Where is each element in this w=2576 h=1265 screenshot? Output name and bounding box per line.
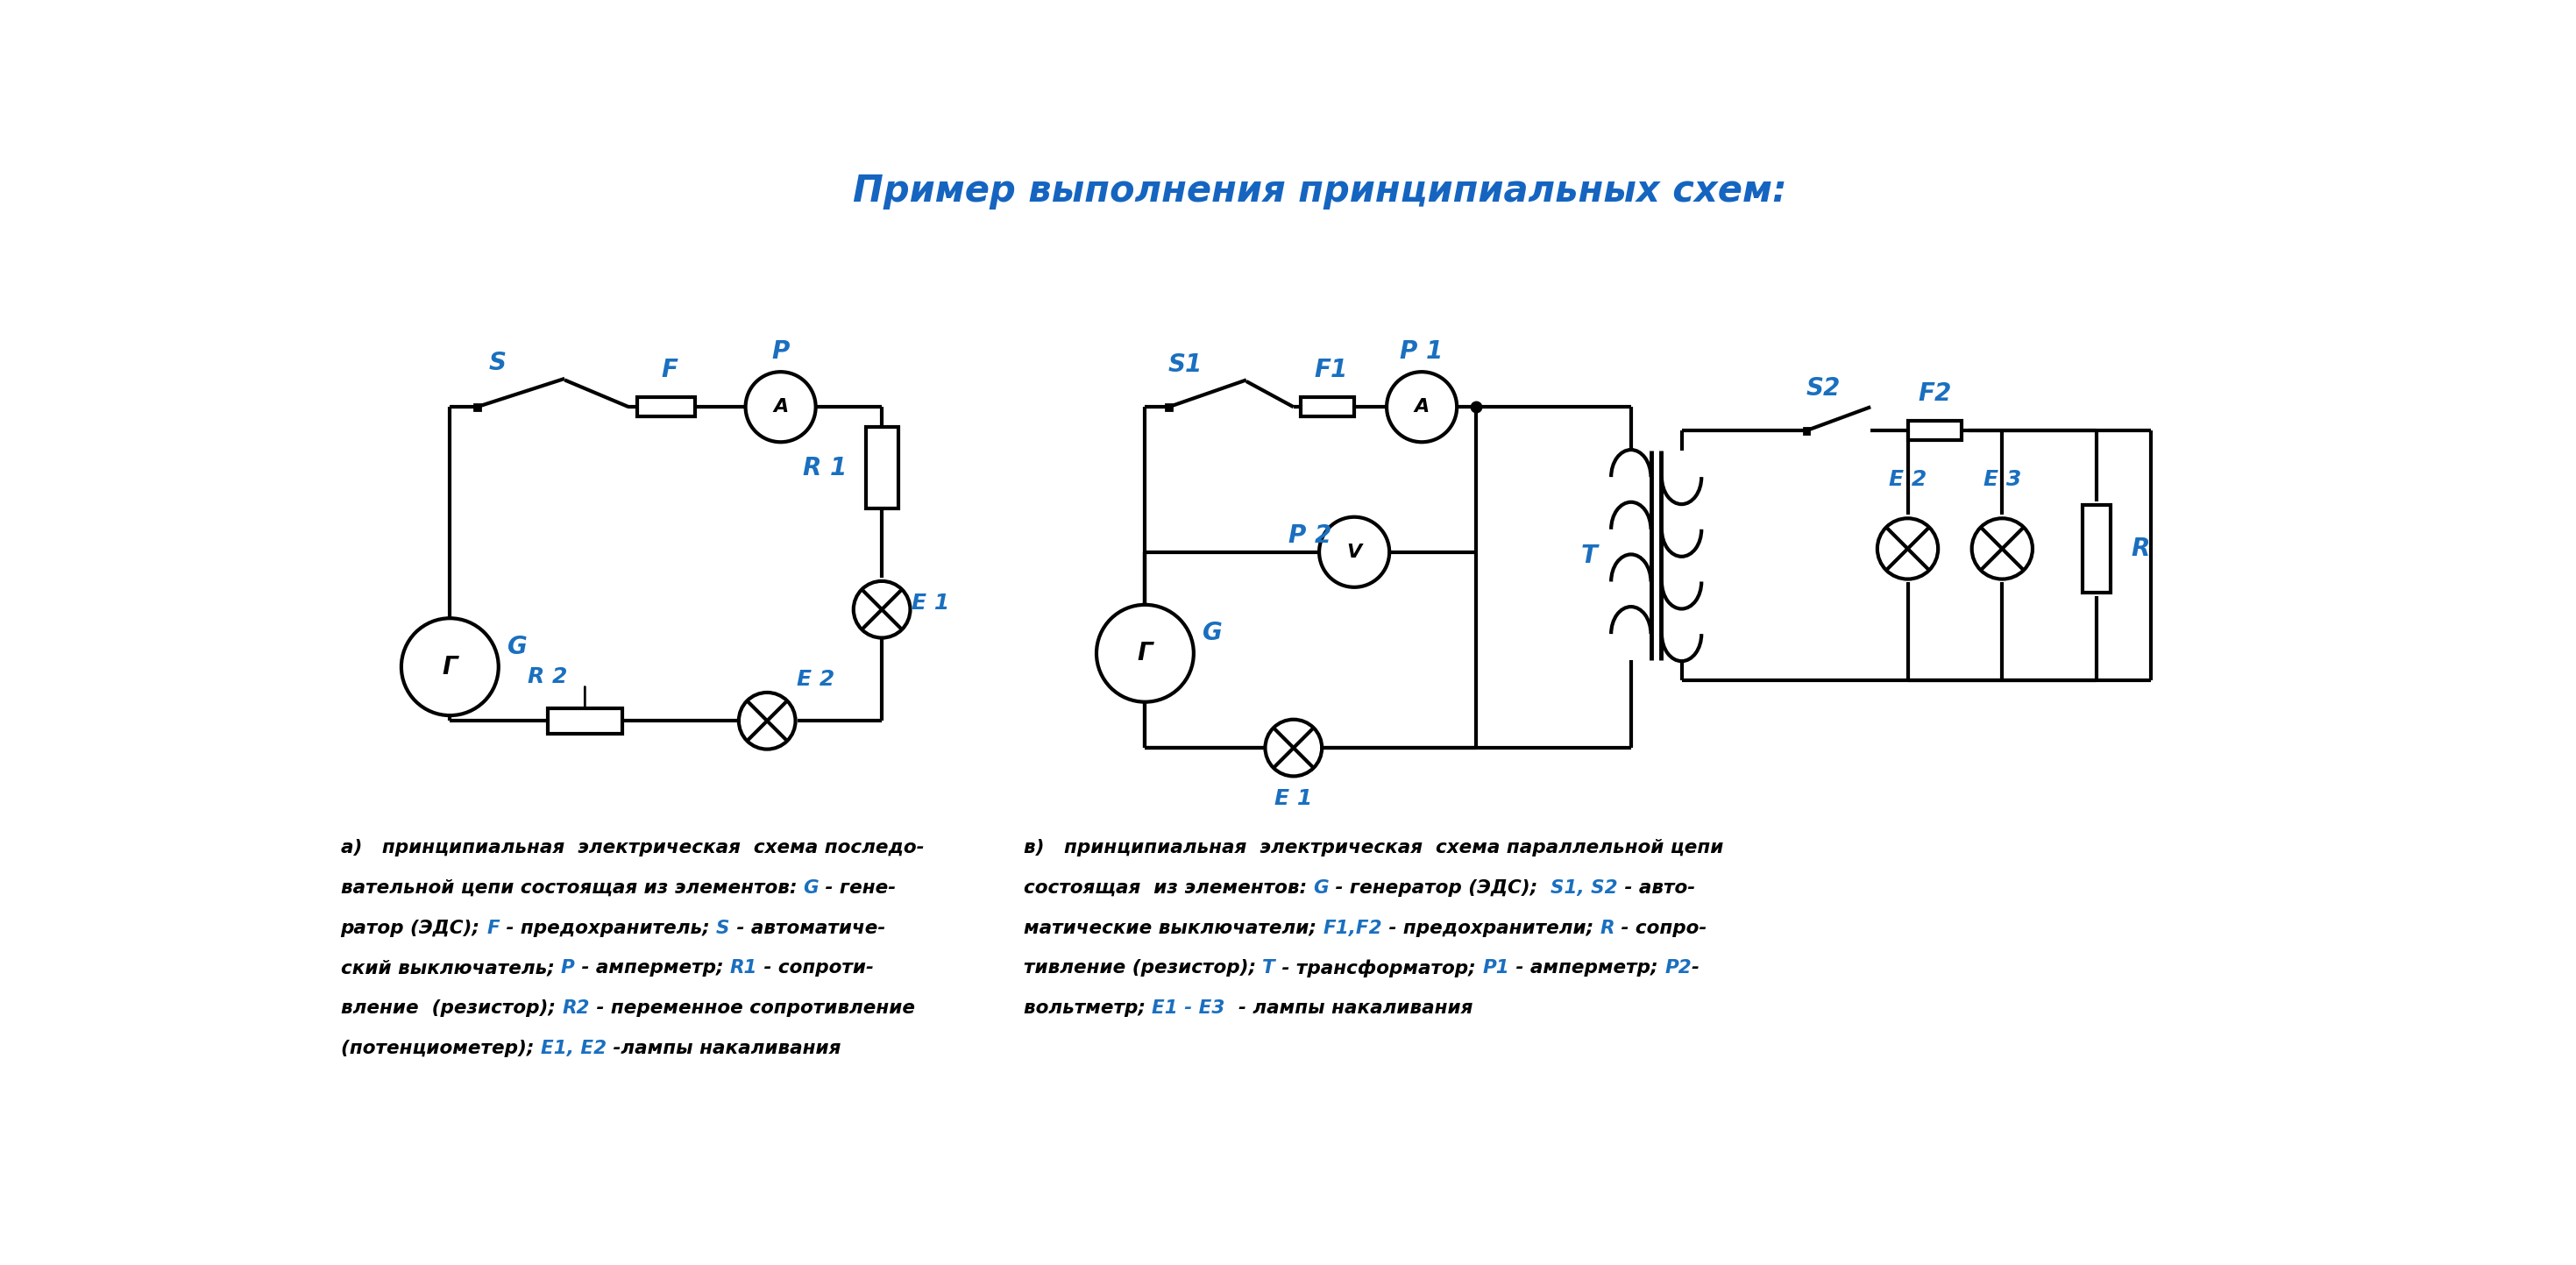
Text: матические выключатели;: матические выключатели;: [1023, 920, 1324, 937]
Text: A: A: [1414, 398, 1430, 416]
Text: R: R: [1600, 920, 1615, 937]
Text: R: R: [2130, 536, 2151, 560]
Text: -: -: [1692, 959, 1700, 977]
Text: V: V: [1347, 544, 1363, 560]
Text: S1: S1: [1170, 353, 1203, 377]
Text: R 2: R 2: [528, 667, 567, 687]
Text: E 2: E 2: [796, 668, 835, 689]
Circle shape: [853, 581, 909, 638]
Text: G: G: [1203, 621, 1224, 645]
Text: - генератор (ЭДС);: - генератор (ЭДС);: [1329, 879, 1551, 897]
Text: F: F: [487, 920, 500, 937]
Bar: [1909, 421, 1963, 440]
Bar: [549, 708, 621, 734]
Text: T: T: [1582, 543, 1597, 568]
Text: вольтметр;: вольтметр;: [1023, 999, 1151, 1017]
Text: P 2: P 2: [1288, 522, 1332, 548]
Text: G: G: [1314, 879, 1329, 897]
Text: - сопроти-: - сопроти-: [757, 959, 873, 977]
Text: G: G: [507, 634, 528, 659]
Text: а)   принципиальная  электрическая  схема последо-: а) принципиальная электрическая схема по…: [340, 839, 925, 856]
Text: P: P: [773, 339, 791, 364]
Text: - автоматиче-: - автоматиче-: [729, 920, 886, 937]
Text: Пример выполнения принципиальных схем:: Пример выполнения принципиальных схем:: [853, 172, 1788, 210]
Text: G: G: [804, 879, 819, 897]
Bar: [2081, 505, 2110, 592]
Text: E1, E2: E1, E2: [541, 1040, 605, 1058]
Text: E1 - E3: E1 - E3: [1151, 999, 1226, 1017]
Text: - гене-: - гене-: [819, 879, 896, 897]
Text: R 1: R 1: [804, 455, 848, 479]
Text: - лампы накаливания: - лампы накаливания: [1226, 999, 1473, 1017]
Text: - предохранитель;: - предохранитель;: [500, 920, 716, 937]
Text: E 2: E 2: [1888, 468, 1927, 490]
Text: S1, S2: S1, S2: [1551, 879, 1618, 897]
Text: - сопро-: - сопро-: [1615, 920, 1708, 937]
Circle shape: [1097, 605, 1193, 702]
Text: состоящая  из элементов:: состоящая из элементов:: [1023, 879, 1314, 897]
Text: P 1: P 1: [1401, 339, 1443, 364]
Circle shape: [744, 372, 817, 441]
Text: E 1: E 1: [1275, 788, 1314, 810]
Circle shape: [1971, 519, 2032, 579]
Bar: [1167, 404, 1172, 410]
Circle shape: [1878, 519, 1937, 579]
Bar: [1301, 397, 1355, 416]
Text: S: S: [489, 350, 505, 376]
Text: - авто-: - авто-: [1618, 879, 1695, 897]
Circle shape: [1386, 372, 1458, 441]
Text: -лампы накаливания: -лампы накаливания: [605, 1040, 840, 1058]
Text: P2: P2: [1664, 959, 1692, 977]
Text: P: P: [562, 959, 574, 977]
Text: F1: F1: [1314, 358, 1347, 382]
Circle shape: [1319, 517, 1388, 587]
Text: вательной цепи состоящая из элементов:: вательной цепи состоящая из элементов:: [340, 879, 804, 897]
Text: - предохранители;: - предохранители;: [1383, 920, 1600, 937]
Text: S: S: [716, 920, 729, 937]
Text: R1: R1: [729, 959, 757, 977]
Circle shape: [402, 619, 500, 716]
Bar: [474, 404, 479, 410]
Circle shape: [1265, 720, 1321, 777]
Bar: [636, 397, 696, 416]
Text: F2: F2: [1919, 381, 1953, 406]
Text: F1,F2: F1,F2: [1324, 920, 1383, 937]
Text: ский выключатель;: ский выключатель;: [340, 959, 562, 977]
Bar: [1803, 428, 1808, 434]
Text: Г: Г: [443, 654, 459, 679]
Text: R2: R2: [562, 999, 590, 1017]
Text: F: F: [662, 358, 677, 382]
Text: - трансформатор;: - трансформатор;: [1275, 959, 1481, 978]
Text: ратор (ЭДС);: ратор (ЭДС);: [340, 920, 487, 937]
Text: E 3: E 3: [1984, 468, 2022, 490]
Text: в)   принципиальная  электрическая  схема параллельной цепи: в) принципиальная электрическая схема па…: [1023, 839, 1723, 856]
Text: T: T: [1262, 959, 1275, 977]
Text: P1: P1: [1481, 959, 1510, 977]
Text: S2: S2: [1806, 377, 1839, 401]
Text: - переменное сопротивление: - переменное сопротивление: [590, 999, 914, 1017]
Text: - амперметр;: - амперметр;: [574, 959, 729, 977]
Text: Г: Г: [1139, 641, 1154, 665]
Text: вление  (резистор);: вление (резистор);: [340, 999, 562, 1017]
Circle shape: [739, 692, 796, 749]
Text: A: A: [773, 398, 788, 416]
Text: E 1: E 1: [912, 592, 951, 614]
Text: - амперметр;: - амперметр;: [1510, 959, 1664, 977]
Bar: [866, 428, 899, 509]
Text: тивление (резистор);: тивление (резистор);: [1023, 959, 1262, 977]
Text: (потенциометер);: (потенциометер);: [340, 1040, 541, 1058]
